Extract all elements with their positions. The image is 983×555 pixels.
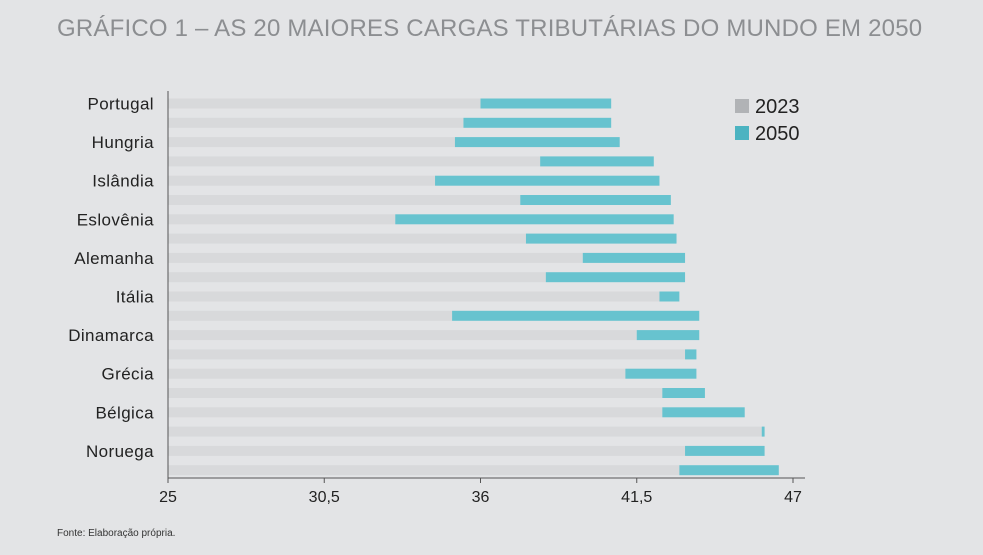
y-axis-labels: Portugal Hungria Islândia Eslovênia Alemanha… bbox=[68, 95, 154, 461]
legend-swatch-2050 bbox=[735, 126, 749, 140]
category-label: Alemanha bbox=[74, 249, 154, 268]
bar-2050 bbox=[520, 195, 671, 205]
category-label: Islândia bbox=[92, 172, 154, 191]
bar-2023 bbox=[168, 137, 455, 148]
x-tick-label: 25 bbox=[159, 489, 177, 506]
bar-2023 bbox=[168, 98, 481, 109]
bar-2023 bbox=[168, 368, 626, 379]
source-note: Fonte: Elaboração própria. bbox=[57, 528, 176, 539]
chart-title: GRÁFICO 1 – AS 20 MAIORES CARGAS TRIBUTÁ… bbox=[57, 15, 923, 42]
bar-2023 bbox=[168, 310, 453, 321]
bar-2023 bbox=[168, 407, 663, 418]
bar-2023 bbox=[168, 214, 396, 225]
legend-label-2050: 2050 bbox=[755, 123, 800, 145]
bar-2023 bbox=[168, 445, 686, 456]
category-label: Grécia bbox=[102, 365, 155, 384]
bar-2023 bbox=[168, 252, 583, 263]
bar-2023 bbox=[168, 349, 686, 360]
x-tick-label: 36 bbox=[472, 489, 490, 506]
bar-2023 bbox=[168, 388, 663, 398]
bar-2023 bbox=[168, 233, 526, 244]
bar-2050 bbox=[435, 175, 660, 186]
legend: 2023 2050 bbox=[735, 96, 800, 145]
bar-2023 bbox=[168, 195, 521, 205]
legend-swatch-2023 bbox=[735, 99, 749, 113]
x-axis: 25 30,5 36 41,5 47 bbox=[159, 91, 805, 506]
x-tick-label: 41,5 bbox=[621, 489, 652, 506]
bar-2050 bbox=[395, 214, 674, 225]
bar-2050 bbox=[761, 426, 765, 437]
bar-2023 bbox=[168, 465, 680, 476]
category-label: Itália bbox=[116, 288, 154, 307]
category-label: Bélgica bbox=[95, 403, 154, 422]
bar-2050 bbox=[545, 272, 686, 283]
bar-2050 bbox=[679, 465, 779, 476]
bar-2050 bbox=[662, 407, 745, 418]
bar-2050 bbox=[662, 388, 705, 398]
category-label: Dinamarca bbox=[68, 326, 154, 345]
bar-2050 bbox=[452, 310, 700, 321]
x-tick-label: 30,5 bbox=[309, 489, 340, 506]
bar-2023 bbox=[168, 156, 541, 167]
bar-2050 bbox=[463, 117, 612, 128]
category-label: Portugal bbox=[87, 95, 154, 114]
bar-2023 bbox=[168, 117, 464, 128]
bar-2050 bbox=[685, 349, 697, 360]
bar-2023 bbox=[168, 175, 436, 186]
bar-2050 bbox=[582, 252, 686, 263]
category-label: Noruega bbox=[86, 442, 154, 461]
bar-2023 bbox=[168, 426, 762, 437]
bar-2023 bbox=[168, 291, 660, 302]
bar-2050 bbox=[625, 368, 697, 379]
bar-2050 bbox=[659, 291, 680, 302]
category-label: Hungria bbox=[92, 133, 154, 152]
bar-2050 bbox=[480, 98, 612, 109]
bar-2023 bbox=[168, 330, 637, 341]
legend-label-2023: 2023 bbox=[755, 96, 800, 118]
bar-2050 bbox=[685, 445, 765, 456]
bar-2050 bbox=[636, 330, 700, 341]
bars-group bbox=[168, 98, 779, 476]
x-tick-label: 47 bbox=[784, 489, 802, 506]
bar-2050 bbox=[540, 156, 654, 167]
bar-2050 bbox=[525, 233, 677, 244]
bar-2050 bbox=[454, 137, 620, 148]
category-label: Eslovênia bbox=[77, 210, 154, 229]
bar-2023 bbox=[168, 272, 546, 283]
